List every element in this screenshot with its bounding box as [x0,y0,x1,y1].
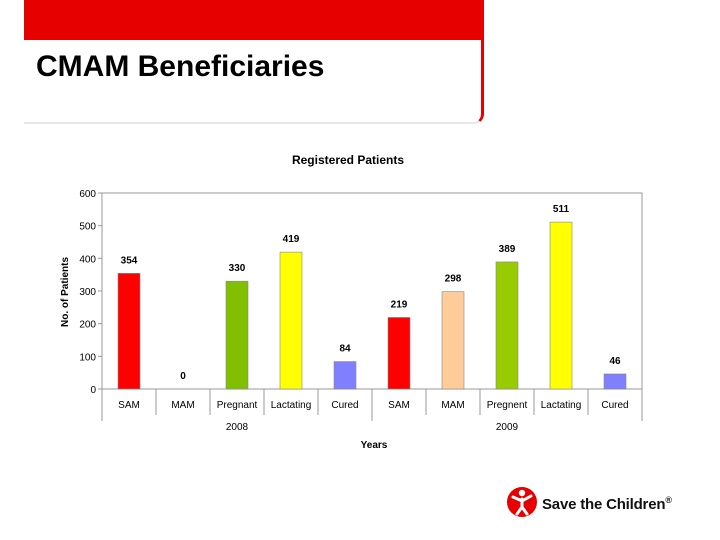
x-axis-label: Years [361,440,388,451]
y-tick-label: 200 [79,320,96,331]
category-label: Cured [601,400,628,411]
header-frame [24,40,484,124]
y-tick-label: 400 [79,254,96,265]
bar [387,317,411,390]
y-tick-label: 100 [79,352,96,363]
data-label: 354 [121,255,138,266]
y-tick-label: 500 [79,222,96,233]
bar [117,273,141,390]
bar [495,261,519,390]
data-label: 419 [283,234,300,245]
bar [279,251,303,390]
save-the-children-logo: Save the Children® [506,484,706,524]
data-label: 298 [445,274,462,285]
category-label: Lactating [271,400,312,411]
running-child-icon [507,487,537,517]
category-label: Lactating [541,400,582,411]
logo-name: Save the Children [542,496,666,513]
group-label: 2009 [496,422,519,433]
data-label: 84 [339,344,351,355]
header-red-band [24,0,484,40]
bar [603,373,627,390]
category-label: Pregnent [487,400,528,411]
y-tick-label: 0 [90,385,96,396]
chart-title: Registered Patients [292,153,404,167]
category-label: MAM [441,400,464,411]
data-label: 389 [499,244,516,255]
data-label: 219 [391,299,408,310]
logo-text: Save the Children® [542,495,672,513]
bar [333,361,357,390]
logo-registered-mark: ® [665,495,672,505]
category-label: SAM [118,400,140,411]
data-label: 511 [553,204,570,215]
data-label: 330 [229,263,246,274]
category-label: SAM [388,400,410,411]
bar [549,221,573,390]
page-title: CMAM Beneficiaries [36,50,325,83]
data-label: 46 [609,356,621,367]
y-tick-label: 300 [79,287,96,298]
data-label: 0 [180,371,186,382]
plot-area: 0 100 200 300 400 500 600 354 SAM 0 MAM 330 Pregnant… [79,189,643,433]
bar-chart: Registered Patients No. of Patients Year… [60,153,643,451]
y-tick-label: 600 [79,189,96,200]
y-axis-label: No. of Patients [60,257,71,327]
bar [441,291,465,390]
category-label: Cured [331,400,358,411]
group-label: 2008 [226,422,249,433]
category-label: MAM [171,400,194,411]
category-label: Pregnant [217,400,258,411]
bar [225,280,249,390]
